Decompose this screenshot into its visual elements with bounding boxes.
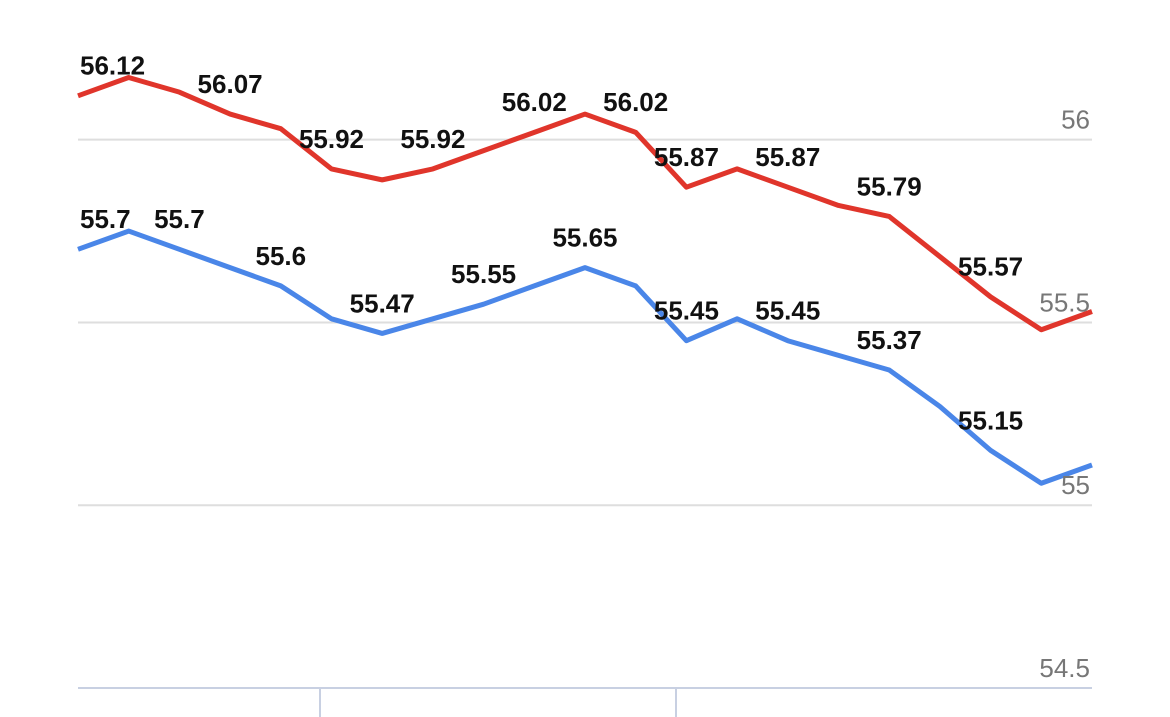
data-label: 56.02 xyxy=(603,87,668,117)
data-label: 55.57 xyxy=(958,252,1023,282)
data-label: 55.55 xyxy=(451,259,516,289)
data-label: 55.65 xyxy=(552,222,617,252)
data-label: 55.7 xyxy=(154,204,205,234)
series-line xyxy=(77,75,1093,333)
y-tick-label: 56 xyxy=(1061,105,1090,135)
data-label: 55.92 xyxy=(400,124,465,154)
data-label: 55.92 xyxy=(299,124,364,154)
data-label: 55.6 xyxy=(255,241,306,271)
data-label: 55.45 xyxy=(755,296,820,326)
y-tick-label: 54.5 xyxy=(1039,653,1090,683)
data-label: 55.7 xyxy=(80,204,131,234)
label-layer: 54.5 55 55.5 56 56.12 56.07 55.92 55.92 56.02 56.… xyxy=(80,51,1090,683)
data-label: 56.12 xyxy=(80,51,145,81)
data-label: 55.37 xyxy=(857,325,922,355)
data-label: 56.02 xyxy=(502,87,567,117)
data-label: 55.87 xyxy=(755,142,820,172)
line-layer xyxy=(77,75,1093,486)
series-line xyxy=(77,228,1093,486)
data-label: 55.45 xyxy=(654,296,719,326)
data-label: 55.15 xyxy=(958,405,1023,435)
data-label: 55.79 xyxy=(857,171,922,201)
data-label: 55.47 xyxy=(350,288,415,318)
y-tick-label: 55.5 xyxy=(1039,287,1090,317)
data-label: 56.07 xyxy=(198,69,263,99)
y-tick-label: 55 xyxy=(1061,470,1090,500)
data-label: 55.87 xyxy=(654,142,719,172)
